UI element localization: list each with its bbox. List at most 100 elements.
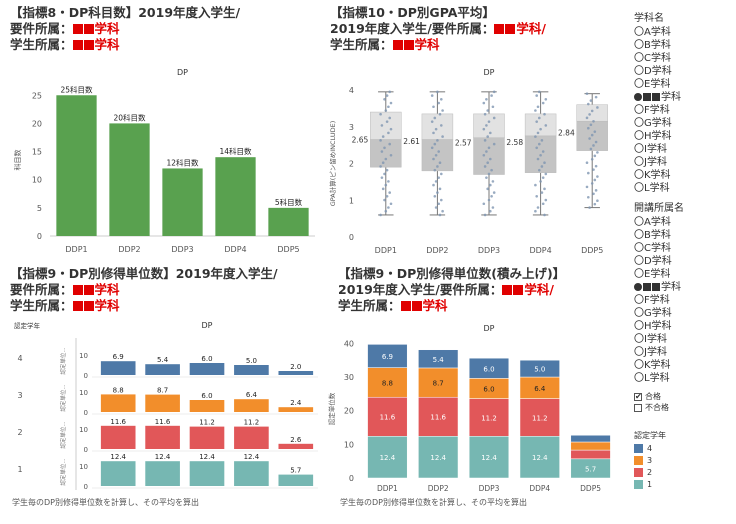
filter-option[interactable]: 〇H学科 — [634, 320, 684, 333]
x-tick-label: DDP1 — [108, 495, 129, 496]
filter-option-label: 〇A学科 — [634, 217, 671, 228]
title-line2: 2019年度入学生/要件所属： 学科/ — [338, 282, 554, 297]
data-point — [384, 109, 388, 112]
y-tick-label: 5 — [37, 204, 42, 213]
data-label: 5科目数 — [275, 197, 303, 207]
filter-option[interactable]: 〇A学科 — [634, 26, 684, 39]
data-point — [485, 176, 488, 179]
y-tick-label: 3 — [349, 123, 354, 132]
filter-option[interactable]: 〇K学科 — [634, 169, 684, 182]
course-dept-filter-title: 開講所属名 — [634, 203, 684, 214]
filter-option-label: 〇H学科 — [634, 131, 672, 142]
filter-option[interactable]: 〇D学科 — [634, 255, 684, 268]
data-point — [486, 161, 489, 165]
filter-option[interactable]: 〇I学科 — [634, 333, 684, 346]
filter-option[interactable]: 〇B学科 — [634, 39, 684, 52]
data-label: 6.0 — [201, 355, 212, 363]
data-point — [383, 146, 386, 150]
stack-segment — [418, 367, 459, 398]
filter-option[interactable]: 〇A学科 — [634, 216, 684, 229]
filter-option[interactable]: 〇K学科 — [634, 359, 684, 372]
data-point — [388, 90, 391, 94]
data-point — [381, 161, 385, 165]
data-label: 12.4 — [481, 454, 497, 462]
filter-option[interactable]: 〇J学科 — [634, 346, 684, 359]
filter-option[interactable]: 〇L学科 — [634, 182, 684, 195]
legend-swatch — [634, 467, 643, 477]
y-tick-label: 10 — [79, 463, 88, 471]
filter-option[interactable]: 学科 — [634, 281, 684, 294]
bar — [189, 363, 225, 375]
legend-item[interactable]: 4 — [634, 442, 684, 454]
filter-option[interactable]: 学科 — [634, 91, 684, 104]
legend-item[interactable]: 2 — [634, 466, 684, 478]
bar — [278, 407, 314, 412]
data-point — [388, 191, 391, 194]
filter-option[interactable]: 〇C学科 — [634, 242, 684, 255]
filter-option[interactable]: 〇I学科 — [634, 143, 684, 156]
data-point — [434, 180, 438, 183]
filter-option[interactable]: 〇G学科 — [634, 117, 684, 130]
data-point — [441, 109, 444, 112]
row-axis-label: 認定単位... — [59, 421, 67, 448]
data-point — [387, 105, 390, 109]
filter-option[interactable]: 〇G学科 — [634, 307, 684, 320]
data-point — [379, 213, 382, 217]
checkbox-empty-icon — [634, 403, 642, 412]
data-point — [387, 131, 390, 135]
data-point — [434, 206, 438, 209]
x-tick-label: DDP4 — [529, 484, 550, 493]
data-point — [436, 165, 439, 168]
data-point — [544, 198, 548, 202]
data-label: 11.2 — [244, 419, 260, 427]
data-point — [539, 153, 542, 157]
data-point — [487, 198, 491, 202]
data-point — [536, 206, 540, 209]
legend-label: 2 — [647, 467, 653, 477]
title-line1: 【指標10・DP別GPA平均】 — [330, 5, 495, 20]
filter-option[interactable]: 〇H学科 — [634, 130, 684, 143]
legend-item[interactable]: 1 — [634, 478, 684, 490]
filter-option[interactable]: 〇F学科 — [634, 104, 684, 117]
legend-label: 4 — [647, 443, 653, 453]
pass-checkbox[interactable]: ✔ 合格 — [634, 391, 661, 401]
legend-item[interactable]: 3 — [634, 454, 684, 466]
data-point — [596, 151, 599, 154]
y-tick-label: 1 — [349, 196, 354, 205]
data-label: 6.0 — [201, 392, 212, 400]
y-tick-label: 25 — [32, 91, 42, 100]
y-tick-label: 0 — [84, 446, 88, 454]
title-line1: 【指標8・DP科目数】2019年度入学生/ — [10, 5, 241, 20]
data-point — [438, 112, 442, 116]
mean-label: 2.57 — [455, 139, 472, 148]
data-point — [436, 90, 439, 94]
filter-option[interactable]: 〇C学科 — [634, 52, 684, 65]
data-point — [593, 130, 597, 133]
bar — [189, 426, 225, 449]
box-upper — [421, 113, 454, 140]
data-point — [380, 176, 384, 179]
filter-option[interactable]: 〇J学科 — [634, 156, 684, 169]
fail-checkbox[interactable]: 不合格 — [634, 402, 684, 413]
data-point — [541, 202, 545, 206]
row-label: 3 — [17, 391, 22, 400]
stack-segment — [418, 436, 459, 479]
filter-option[interactable]: 〇D学科 — [634, 65, 684, 78]
row-axis-label: 認定単位... — [59, 458, 67, 485]
x-tick-label: DDP5 — [580, 484, 601, 493]
filter-option[interactable]: 〇F学科 — [634, 294, 684, 307]
filter-option[interactable]: 〇E学科 — [634, 78, 684, 91]
filter-option[interactable]: 〇L学科 — [634, 372, 684, 385]
stack-segment — [570, 441, 611, 451]
x-tick-label: DDP1 — [377, 484, 398, 493]
data-point — [383, 97, 386, 101]
filter-option-label: 〇I学科 — [634, 144, 667, 155]
data-point — [433, 116, 437, 120]
legend-label: 1 — [647, 479, 653, 489]
filter-option[interactable]: 〇E学科 — [634, 268, 684, 281]
filter-option[interactable]: 〇B学科 — [634, 229, 684, 242]
data-label: 12科目数 — [166, 157, 199, 167]
bar — [100, 394, 136, 412]
data-point — [541, 150, 545, 153]
data-label: 6.9 — [382, 353, 393, 361]
